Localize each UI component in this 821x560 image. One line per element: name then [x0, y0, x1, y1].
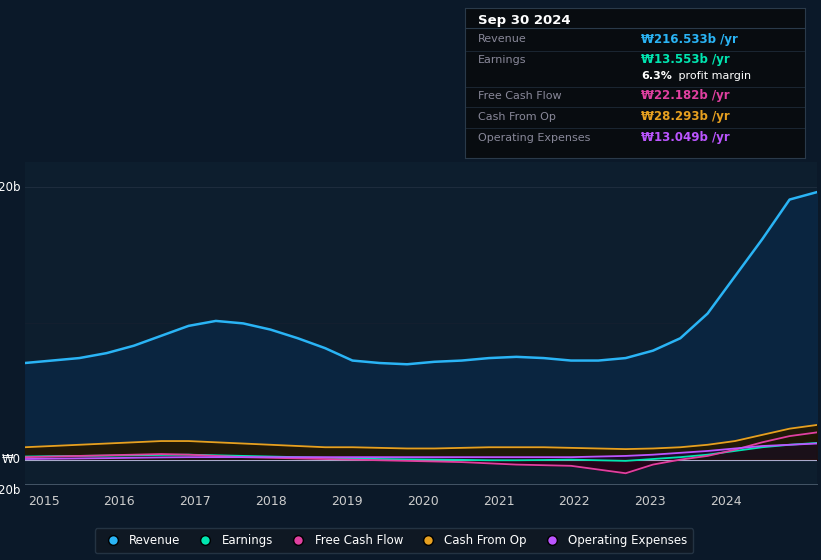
Text: Earnings: Earnings: [479, 55, 527, 64]
Text: ₩22.182b /yr: ₩22.182b /yr: [641, 89, 730, 102]
Legend: Revenue, Earnings, Free Cash Flow, Cash From Op, Operating Expenses: Revenue, Earnings, Free Cash Flow, Cash …: [95, 528, 693, 553]
Text: ₩13.553b /yr: ₩13.553b /yr: [641, 53, 730, 66]
Text: ₩13.049b /yr: ₩13.049b /yr: [641, 131, 730, 144]
Text: ₩28.293b /yr: ₩28.293b /yr: [641, 110, 730, 123]
Text: Free Cash Flow: Free Cash Flow: [479, 91, 562, 101]
Text: 6.3%: 6.3%: [641, 71, 672, 81]
Text: ₩220b: ₩220b: [0, 181, 21, 194]
Text: ₩0: ₩0: [2, 453, 21, 466]
Text: Sep 30 2024: Sep 30 2024: [479, 14, 571, 27]
Text: -₩20b: -₩20b: [0, 484, 21, 497]
Text: ₩216.533b /yr: ₩216.533b /yr: [641, 33, 738, 46]
Text: Revenue: Revenue: [479, 34, 527, 44]
Text: Operating Expenses: Operating Expenses: [479, 133, 590, 143]
Text: profit margin: profit margin: [676, 71, 751, 81]
Text: Cash From Op: Cash From Op: [479, 111, 556, 122]
